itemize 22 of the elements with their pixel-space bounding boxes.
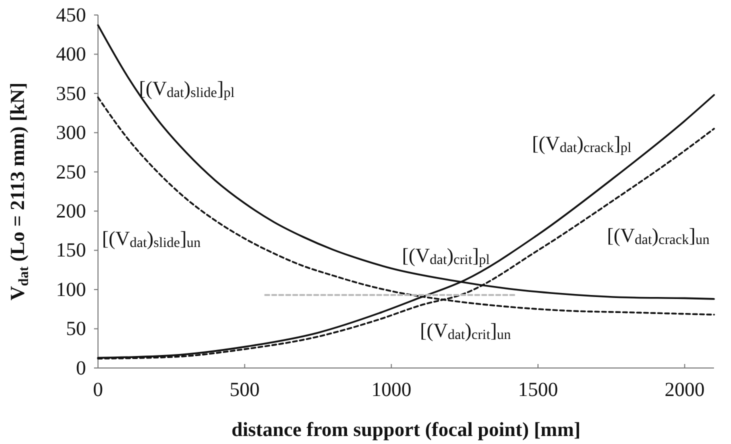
x-tick-label: 500 xyxy=(230,379,260,402)
y-tick-label: 200 xyxy=(56,200,86,223)
x-tick-label: 2000 xyxy=(664,379,705,402)
y-tick-label: 150 xyxy=(56,240,86,262)
y-tick-label: 350 xyxy=(56,82,86,105)
y-tick-label: 250 xyxy=(56,161,86,184)
x-axis-title: distance from support (focal point) [mm] xyxy=(231,419,581,441)
y-tick-label: 100 xyxy=(56,278,86,301)
y-tick-label: 400 xyxy=(56,44,86,66)
series-label: [(V$_{dat}$)$_{crack}$]$_{un}$ xyxy=(607,224,710,248)
y-tick-label: 300 xyxy=(56,122,86,144)
y-tick-label: 450 xyxy=(56,4,86,26)
annotation: [(V$_{dat}$)$_{crit}$]$_{un}$ xyxy=(420,320,511,343)
y-tick-label: 0 xyxy=(76,357,86,380)
series-label: [(V$_{dat}$)$_{crack}$]$_{pl}$ xyxy=(532,132,632,156)
y-tick-label: 50 xyxy=(66,318,86,340)
annotation: [(V$_{dat}$)$_{crit}$]$_{pl}$ xyxy=(402,244,490,268)
x-tick-label: 1500 xyxy=(518,379,558,402)
x-tick-label: 1000 xyxy=(371,379,412,402)
series-label: [(V$_{dat}$)$_{slide}$]$_{pl}$ xyxy=(139,78,235,101)
series-label: [(V$_{dat}$)$_{slide}$]$_{un}$ xyxy=(102,228,201,251)
x-tick-label: 0 xyxy=(93,379,103,402)
